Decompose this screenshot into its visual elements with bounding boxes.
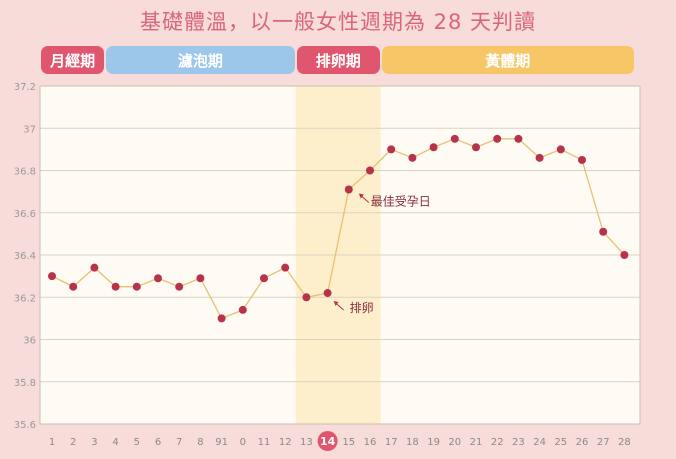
x-tick-label: 26 <box>576 437 589 448</box>
plot-border <box>39 85 641 425</box>
y-tick-label: 36.2 <box>14 293 36 304</box>
data-point <box>344 185 353 194</box>
x-tick-label: 14 <box>320 435 336 448</box>
data-point <box>90 263 99 272</box>
data-point <box>48 272 56 281</box>
y-tick-label: 36.4 <box>14 251 36 262</box>
data-point <box>556 145 565 154</box>
data-point <box>260 274 268 283</box>
x-tick-label: 27 <box>597 437 610 448</box>
data-point <box>620 251 629 259</box>
y-tick-label: 36 <box>23 336 36 347</box>
data-point <box>578 155 586 164</box>
annotation-label: 排卵 <box>350 301 374 315</box>
data-point <box>514 134 523 143</box>
y-tick-label: 37 <box>23 124 36 135</box>
data-point <box>387 145 396 154</box>
data-point <box>132 282 141 291</box>
series-line <box>51 138 625 320</box>
x-tick-label: 3 <box>91 437 97 448</box>
x-tick-label: 11 <box>258 437 271 448</box>
phase-label: 排卵期 <box>296 46 380 74</box>
data-point <box>535 153 544 162</box>
x-tick-label: 2 <box>70 437 76 448</box>
highlight-day-badge <box>317 431 338 451</box>
x-tick-label: 16 <box>364 437 377 448</box>
arrow-head <box>358 193 364 199</box>
x-tick-label: 22 <box>491 437 504 448</box>
x-tick-label: 5 <box>134 437 140 448</box>
x-tick-label: 15 <box>342 437 355 448</box>
x-tick-label: 1 <box>49 437 55 448</box>
data-point <box>175 282 184 291</box>
phase-label: 月經期 <box>41 46 104 74</box>
data-point <box>450 134 459 143</box>
data-point <box>429 143 438 152</box>
data-point <box>111 282 120 291</box>
x-tick-label: 19 <box>427 437 440 448</box>
data-point <box>408 153 417 162</box>
data-point <box>472 143 480 152</box>
x-tick-label: 12 <box>279 437 292 448</box>
x-tick-label: 91 <box>215 437 228 448</box>
data-point <box>281 263 290 272</box>
arrow-head <box>333 301 339 307</box>
phase-label: 黃體期 <box>381 46 634 74</box>
x-tick-label: 24 <box>533 437 546 448</box>
data-point <box>69 282 78 291</box>
x-tick-label: 18 <box>406 437 419 448</box>
x-tick-label: 6 <box>155 437 161 448</box>
phase-label: 濾泡期 <box>106 46 295 74</box>
y-tick-label: 35.8 <box>14 378 36 389</box>
y-tick-label: 36.8 <box>14 167 36 178</box>
y-tick-label: 35.6 <box>14 420 36 431</box>
x-tick-label: 21 <box>470 437 483 448</box>
y-tick-label: 36.6 <box>14 209 36 220</box>
x-tick-label: 28 <box>618 437 631 448</box>
x-tick-label: 7 <box>176 437 182 448</box>
x-tick-label: 23 <box>512 437 525 448</box>
data-point <box>366 166 374 175</box>
data-point <box>154 274 162 283</box>
x-tick-label: 20 <box>448 437 461 448</box>
data-point <box>599 227 608 236</box>
x-tick-label: 25 <box>554 437 567 448</box>
data-point <box>196 274 205 283</box>
y-tick-label: 37.2 <box>14 82 36 93</box>
data-point <box>493 134 502 143</box>
x-tick-label: 0 <box>240 437 246 448</box>
chart-title: 基礎體溫，以一般女性週期為 28 天判讀 <box>139 10 537 34</box>
x-tick-label: 17 <box>385 437 398 448</box>
data-point <box>217 314 226 323</box>
x-tick-label: 8 <box>197 437 203 448</box>
data-point <box>302 293 311 302</box>
x-tick-label: 13 <box>300 437 313 448</box>
data-point <box>238 305 247 314</box>
x-tick-label: 4 <box>112 437 118 448</box>
annotation-label: 最佳受孕日 <box>371 195 431 209</box>
data-point <box>323 289 332 298</box>
